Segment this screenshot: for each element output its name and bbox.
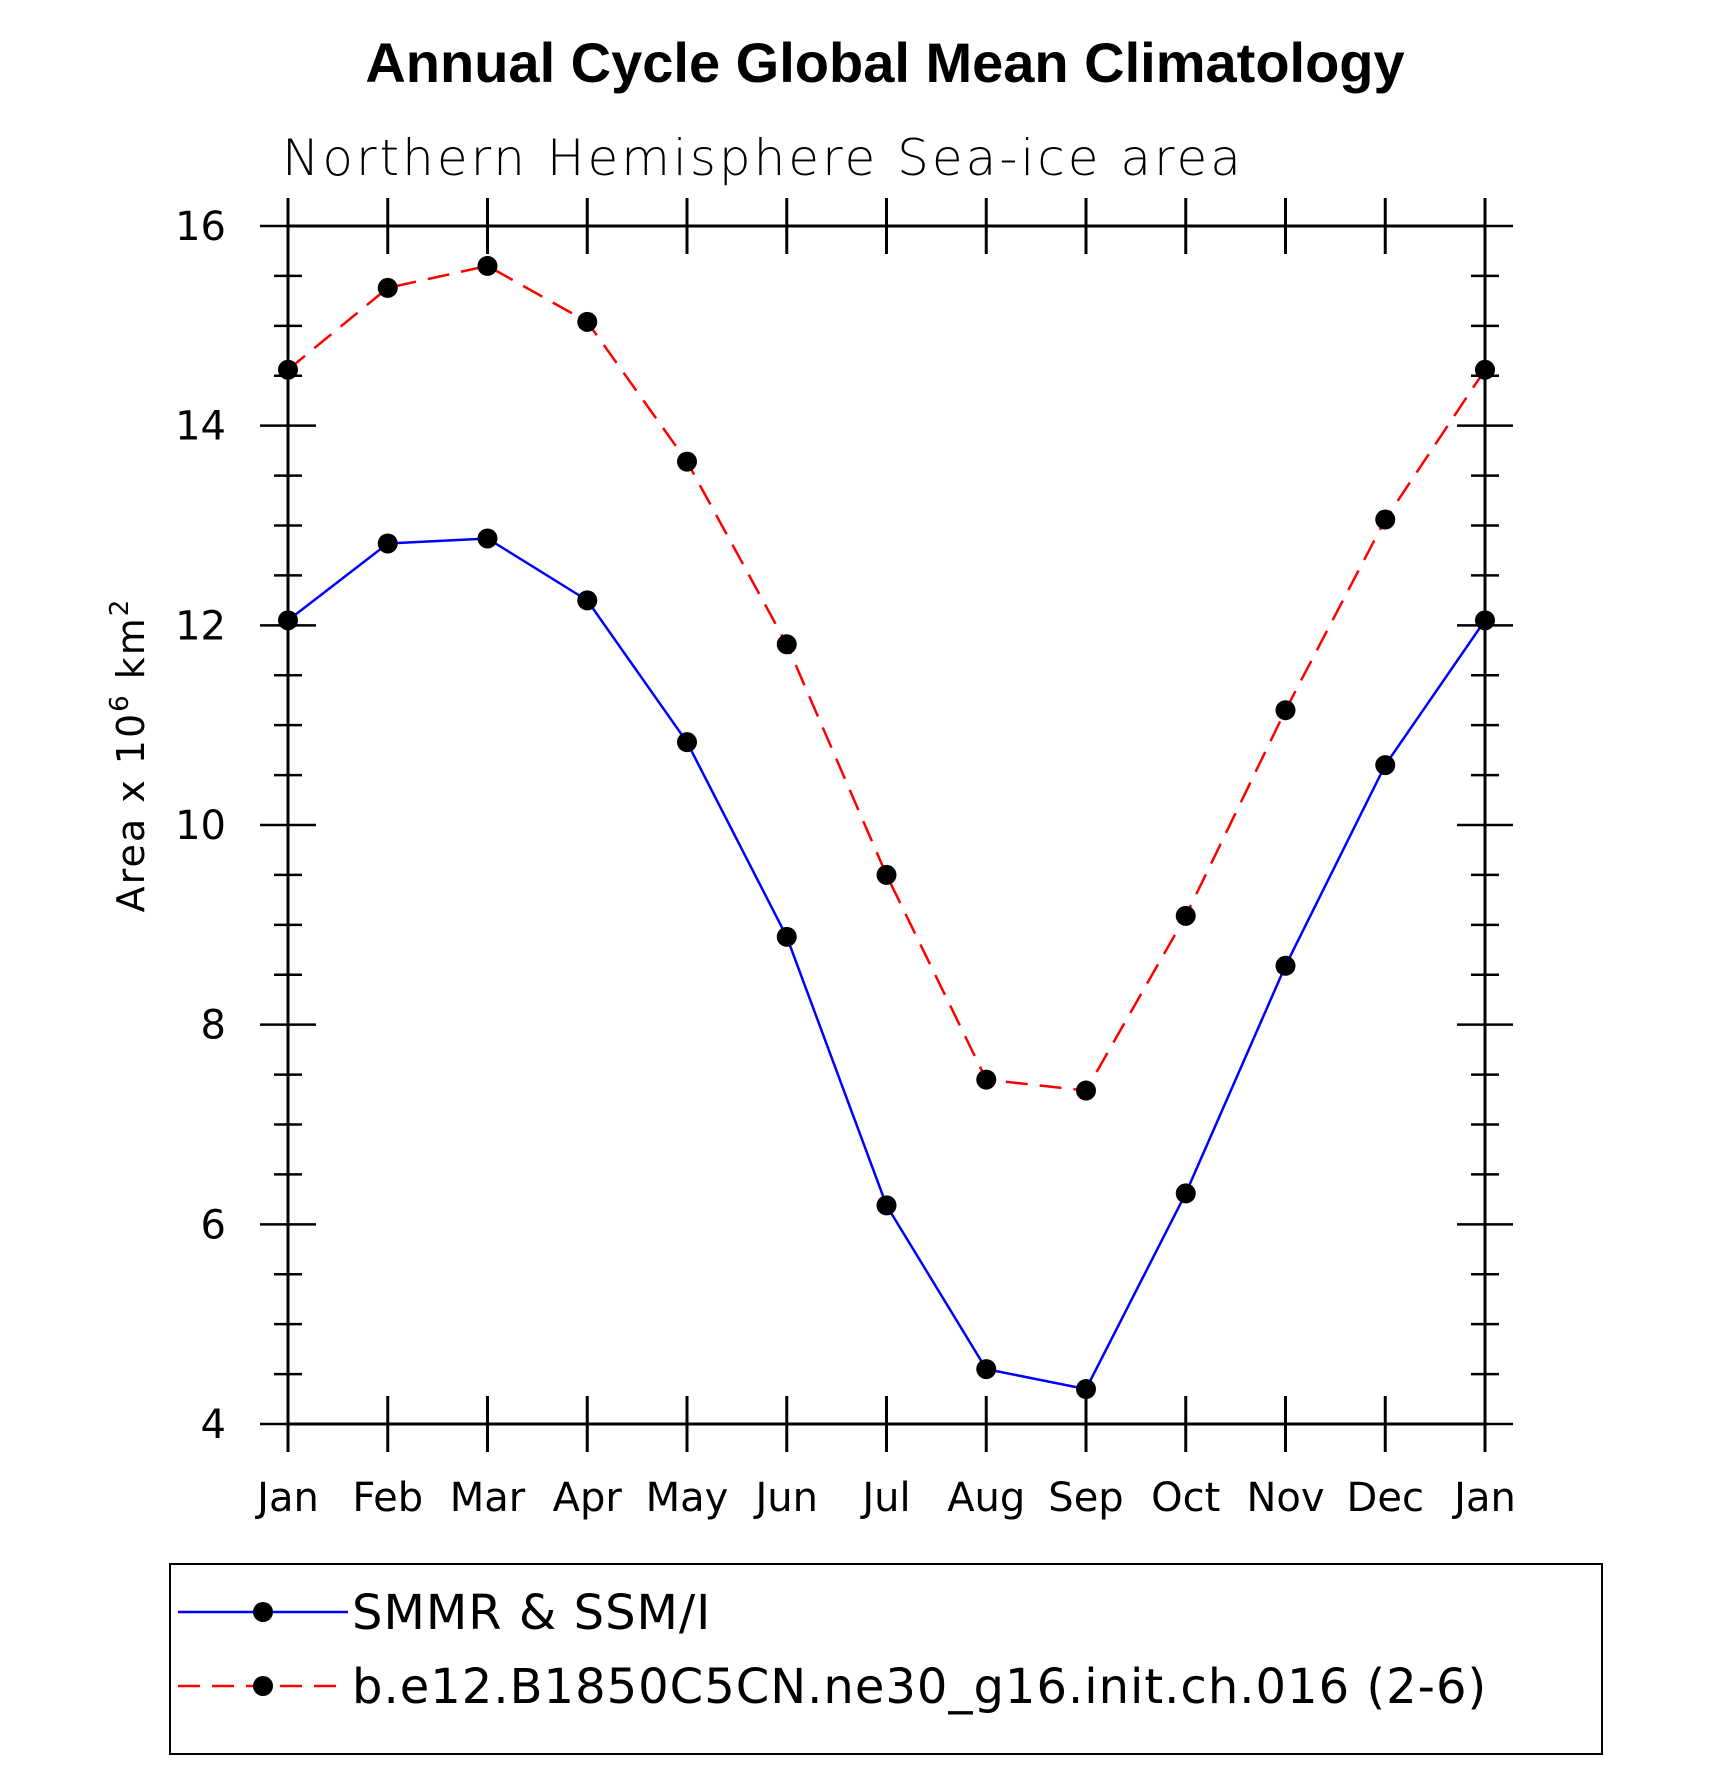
data-point	[876, 864, 897, 885]
data-point	[776, 926, 797, 947]
legend-marker-2	[253, 1676, 273, 1696]
x-tick-label: Sep	[1048, 1475, 1123, 1521]
y-axis-label: Area x 106 km2	[105, 598, 153, 913]
x-tick-label: Apr	[553, 1475, 623, 1521]
legend-label-1: SMMR & SSM/I	[352, 1585, 711, 1641]
data-point	[1175, 905, 1196, 926]
y-tick-label: 10	[175, 803, 226, 849]
series-line-2	[287, 264, 1487, 1092]
data-point	[677, 451, 697, 472]
series-markers	[278, 255, 1495, 1400]
data-point	[1275, 955, 1296, 976]
data-point	[1475, 610, 1495, 631]
data-point	[976, 1359, 997, 1380]
data-point	[577, 311, 598, 332]
y-tick-labels: 4 6 8 10 12 14 16	[175, 204, 226, 1448]
data-point	[1375, 755, 1396, 776]
data-point	[278, 610, 298, 631]
y-axis-label-unit-exponent: 2	[105, 598, 135, 617]
x-tick-label: Dec	[1347, 1475, 1424, 1521]
data-point	[1076, 1080, 1096, 1101]
legend-label-2: b.e12.B1850C5CN.ne30_g16.init.ch.016 (2-…	[352, 1659, 1487, 1715]
x-tick-label: Nov	[1246, 1475, 1324, 1521]
x-tick-label: Jun	[753, 1475, 819, 1521]
data-point	[278, 359, 298, 380]
x-tick-label: Jan	[254, 1475, 319, 1521]
y-tick-label: 12	[175, 603, 226, 649]
data-point	[1175, 1183, 1196, 1204]
data-point	[876, 1195, 897, 1216]
y-tick-label: 6	[201, 1202, 226, 1248]
data-point	[477, 528, 498, 549]
y-tick-label: 8	[201, 1003, 226, 1049]
x-tick-label: Aug	[947, 1475, 1025, 1521]
legend: SMMR & SSM/I b.e12.B1850C5CN.ne30_g16.ini…	[178, 1585, 1487, 1715]
y-axis-label-prefix: Area x 10	[109, 712, 153, 912]
data-point	[1475, 359, 1495, 380]
data-point	[1275, 700, 1296, 721]
x-tick-label: May	[646, 1475, 729, 1521]
legend-box	[169, 1563, 1603, 1755]
axis-ticks	[260, 198, 1513, 1452]
y-axis-label-unit: km	[109, 616, 153, 693]
chart-title: Annual Cycle Global Mean Climatology	[365, 31, 1404, 94]
data-point	[1375, 509, 1396, 530]
data-point	[1076, 1379, 1096, 1400]
x-tick-label: Feb	[352, 1475, 423, 1521]
data-point	[976, 1069, 997, 1090]
series-lines	[287, 264, 1487, 1391]
x-tick-label: Jan	[1451, 1475, 1516, 1521]
x-tick-labels: Jan Feb Mar Apr May Jun Jul Aug Sep Oct Nov Dec Jan	[254, 1475, 1516, 1521]
data-point	[477, 255, 498, 276]
data-point	[577, 590, 598, 611]
y-tick-label: 4	[201, 1402, 226, 1448]
x-tick-label: Oct	[1151, 1475, 1220, 1521]
data-point	[377, 533, 398, 554]
y-axis-label-exponent: 6	[105, 693, 135, 712]
y-tick-label: 14	[175, 404, 226, 450]
data-point	[677, 732, 697, 753]
y-tick-label: 16	[175, 204, 226, 250]
series-line-1	[287, 537, 1487, 1391]
data-point	[776, 634, 797, 655]
plot-frame	[286, 224, 1487, 1426]
data-point	[377, 277, 398, 298]
x-tick-label: Jul	[859, 1475, 910, 1521]
legend-marker-1	[253, 1602, 273, 1622]
x-tick-label: Mar	[450, 1475, 526, 1521]
chart-subtitle: Northern Hemisphere Sea-ice area	[282, 129, 1244, 187]
